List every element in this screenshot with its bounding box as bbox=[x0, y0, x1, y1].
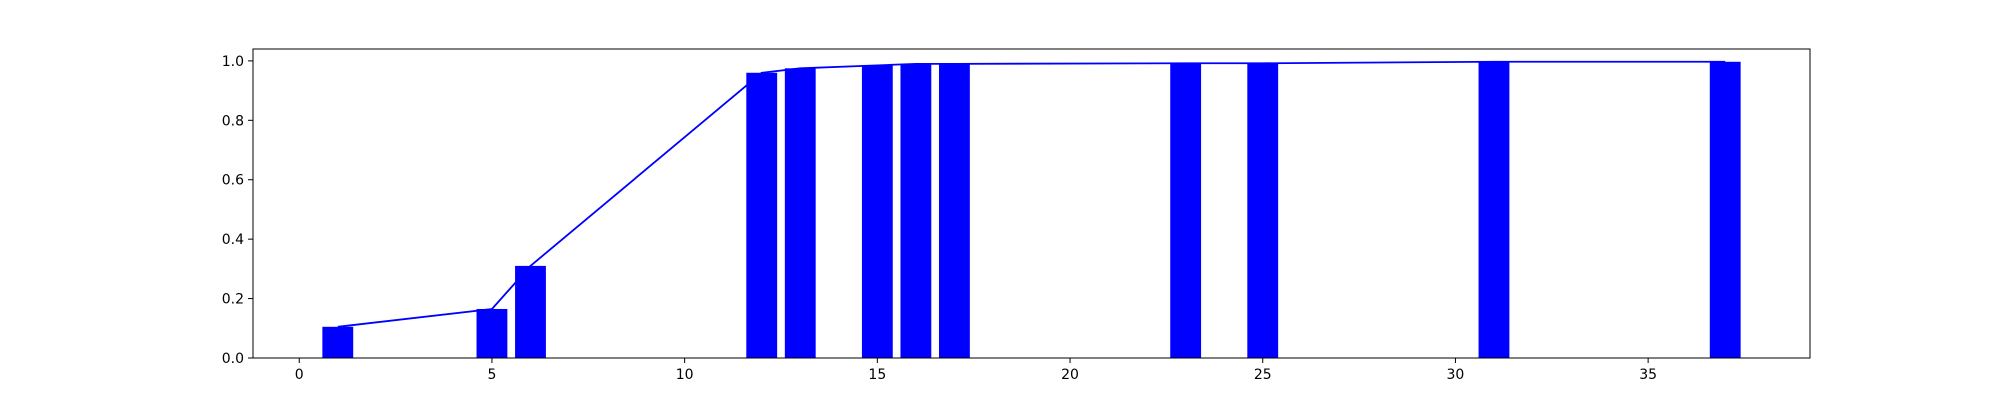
x-tick-label: 0 bbox=[295, 367, 304, 383]
plot-frame bbox=[252, 48, 1811, 359]
x-tick-label: 30 bbox=[1447, 367, 1465, 383]
x-tick-label: 10 bbox=[676, 367, 694, 383]
line-layer bbox=[337, 60, 1726, 328]
x-tick-label: 20 bbox=[1061, 367, 1079, 383]
bar bbox=[784, 68, 816, 358]
bar bbox=[861, 65, 893, 359]
bars-layer bbox=[322, 61, 1741, 359]
bar bbox=[1709, 61, 1741, 358]
y-tick-label: 1.0 bbox=[222, 54, 244, 70]
bar bbox=[1247, 63, 1279, 359]
bar bbox=[939, 63, 970, 358]
bar bbox=[476, 308, 508, 358]
x-axis: 0 5 10 15 20 25 30 35 bbox=[295, 358, 1657, 383]
x-tick-label: 35 bbox=[1639, 367, 1657, 383]
x-tick-label: 15 bbox=[868, 367, 886, 383]
y-tick-label: 0.8 bbox=[222, 113, 244, 129]
bar bbox=[1478, 61, 1510, 358]
x-tick-label: 5 bbox=[487, 367, 496, 383]
bar bbox=[515, 265, 546, 358]
y-tick-label: 0.0 bbox=[222, 351, 244, 367]
bar bbox=[322, 326, 354, 358]
series-line bbox=[337, 60, 1726, 328]
x-tick-label: 25 bbox=[1254, 367, 1272, 383]
bar bbox=[1170, 63, 1202, 359]
bar bbox=[746, 72, 778, 359]
y-tick-label: 0.4 bbox=[222, 232, 244, 248]
y-tick-label: 0.6 bbox=[222, 173, 244, 189]
y-tick-label: 0.2 bbox=[222, 292, 244, 308]
y-axis: 0.0 0.2 0.4 0.6 0.8 1.0 bbox=[222, 54, 253, 367]
bar bbox=[900, 63, 932, 358]
